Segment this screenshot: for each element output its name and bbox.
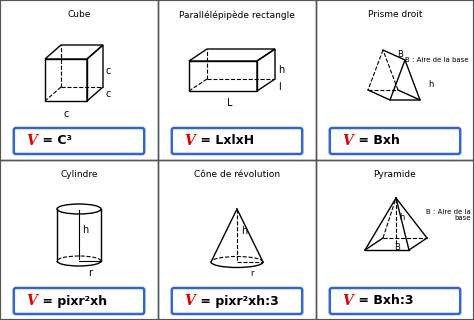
Text: V: V bbox=[26, 294, 36, 308]
Text: l: l bbox=[278, 82, 281, 92]
Text: = pixr²xh: = pixr²xh bbox=[38, 294, 107, 308]
FancyBboxPatch shape bbox=[172, 128, 302, 154]
FancyBboxPatch shape bbox=[330, 288, 460, 314]
Text: Cylindre: Cylindre bbox=[60, 170, 98, 179]
Text: Cône de révolution: Cône de révolution bbox=[194, 170, 280, 179]
Text: Cube: Cube bbox=[67, 10, 91, 19]
Text: = Bxh:3: = Bxh:3 bbox=[354, 294, 413, 308]
Text: = C³: = C³ bbox=[38, 134, 72, 148]
Bar bbox=[316, 160, 474, 320]
Text: = Bxh: = Bxh bbox=[354, 134, 400, 148]
Bar bbox=[0, 160, 158, 320]
Text: h: h bbox=[428, 80, 433, 89]
Text: r: r bbox=[250, 269, 254, 278]
Text: L: L bbox=[227, 98, 233, 108]
Text: B: B bbox=[394, 244, 400, 252]
Text: V: V bbox=[342, 294, 353, 308]
Text: = pixr²xh:3: = pixr²xh:3 bbox=[196, 294, 279, 308]
Text: h: h bbox=[399, 213, 404, 222]
Bar bbox=[316, 0, 474, 160]
Bar bbox=[0, 0, 158, 160]
Text: = LxlxH: = LxlxH bbox=[196, 134, 254, 148]
Text: Parallélépipède rectangle: Parallélépipède rectangle bbox=[179, 10, 295, 20]
Text: V: V bbox=[26, 134, 36, 148]
Text: B : Aire de la base: B : Aire de la base bbox=[405, 57, 469, 63]
Text: c: c bbox=[64, 109, 69, 119]
Text: Pyramide: Pyramide bbox=[374, 170, 416, 179]
Bar bbox=[158, 160, 316, 320]
Text: r: r bbox=[88, 268, 92, 278]
Text: V: V bbox=[184, 134, 194, 148]
Text: Prisme droit: Prisme droit bbox=[368, 10, 422, 19]
FancyBboxPatch shape bbox=[172, 288, 302, 314]
FancyBboxPatch shape bbox=[330, 128, 460, 154]
Text: h: h bbox=[82, 225, 88, 235]
Text: V: V bbox=[342, 134, 353, 148]
Text: B : Aire de la
base: B : Aire de la base bbox=[426, 209, 471, 221]
Text: V: V bbox=[184, 294, 194, 308]
Text: h: h bbox=[278, 65, 284, 75]
Text: B: B bbox=[397, 50, 403, 59]
FancyBboxPatch shape bbox=[14, 288, 144, 314]
Text: c: c bbox=[106, 66, 111, 76]
Bar bbox=[158, 0, 316, 160]
Text: h: h bbox=[241, 226, 247, 236]
FancyBboxPatch shape bbox=[14, 128, 144, 154]
Text: c: c bbox=[106, 89, 111, 99]
